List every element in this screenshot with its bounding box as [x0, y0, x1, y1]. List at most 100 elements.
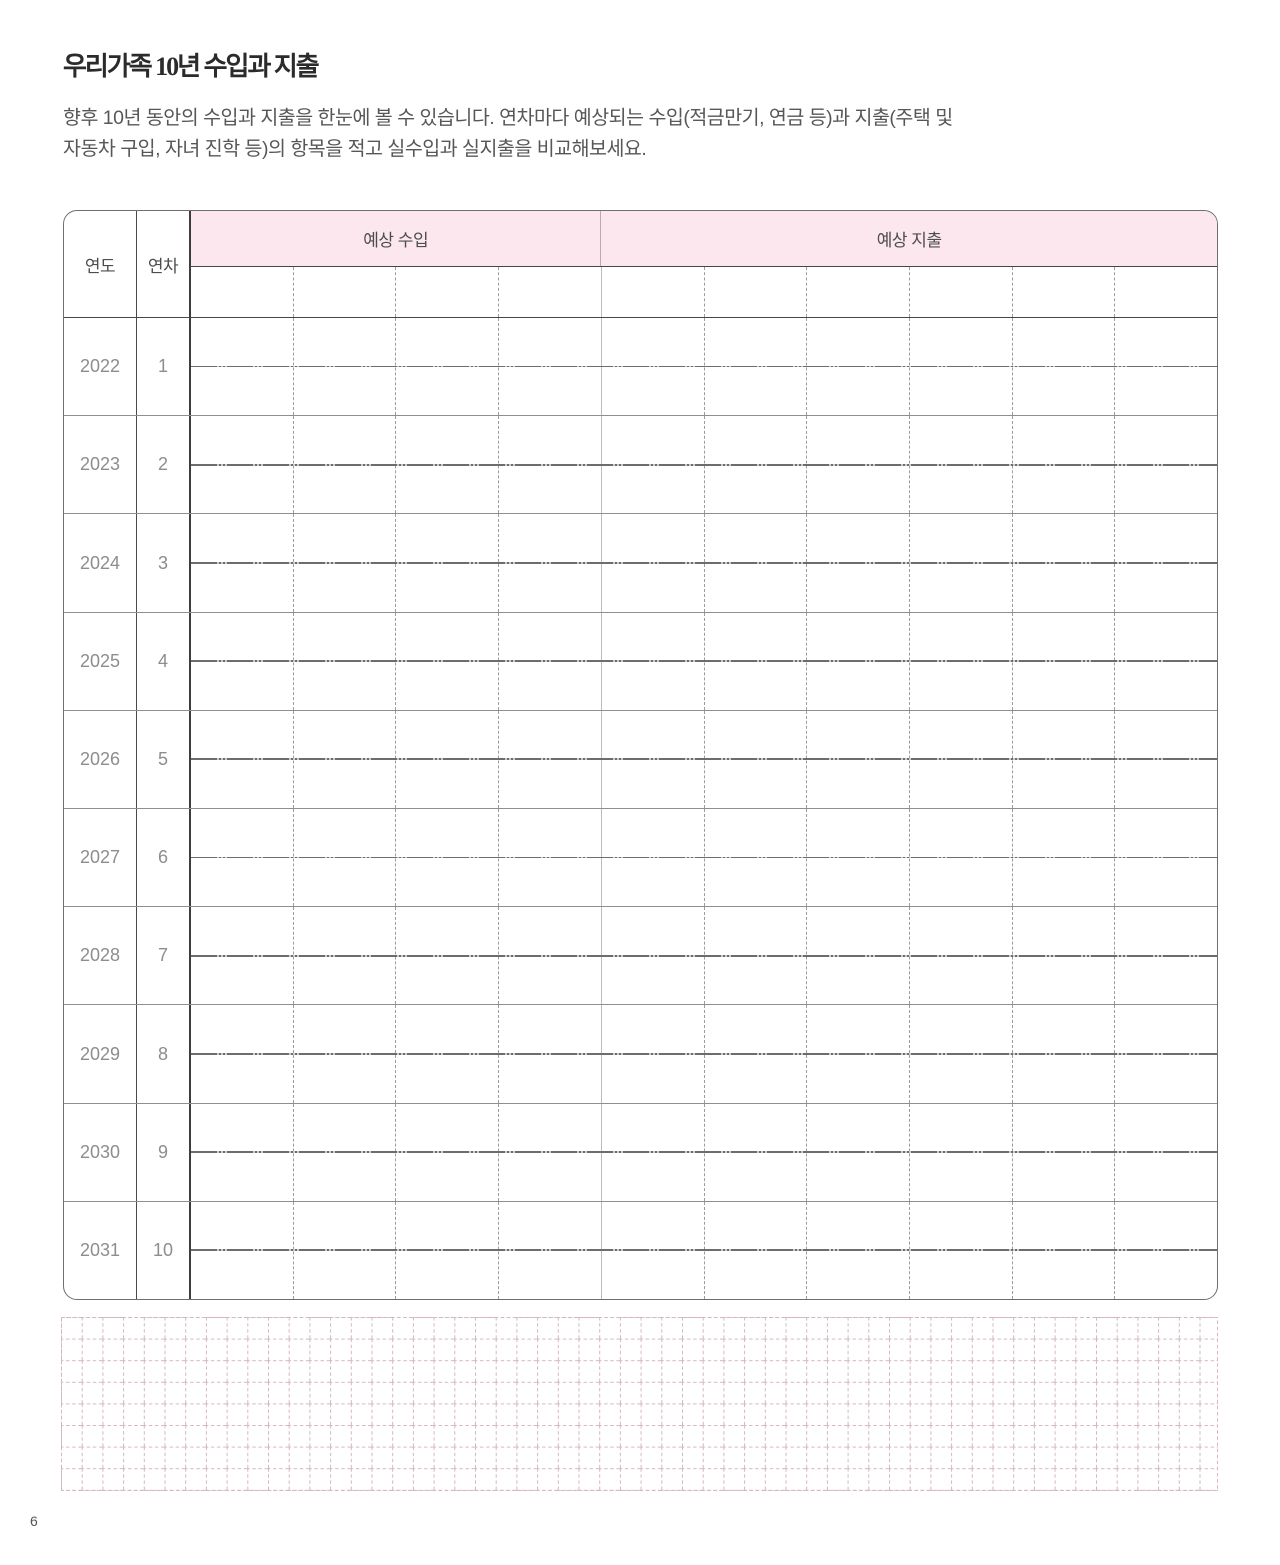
entry-area [191, 416, 1217, 514]
entry-area [191, 318, 1217, 416]
item-label-cell [908, 267, 1012, 317]
index-value: 3 [157, 552, 168, 573]
table-row: 2023 2 [64, 415, 1217, 514]
table-row: 2025 4 [64, 611, 1217, 710]
expense-header-cell: 예상 지출 [876, 231, 942, 250]
entry-area [191, 514, 1217, 612]
writing-line [191, 1151, 1217, 1154]
item-label-cell [191, 267, 293, 317]
index-cell: 6 [137, 809, 191, 907]
entry-area [191, 612, 1217, 710]
item-label-cell [395, 267, 498, 317]
year-cell: 2026 [64, 710, 137, 809]
entry-area [191, 1103, 1217, 1201]
category-header-band: 예상 수입 예상 지출 [191, 211, 1217, 267]
index-cell: 2 [137, 416, 191, 514]
table-body: 2022 1 2023 2 2024 3 2025 4 2026 5 2027 6 2028 7 2029 8… [64, 318, 1217, 1299]
table-row: 2022 1 [64, 318, 1217, 416]
year-cell: 2027 [64, 809, 137, 907]
entry-area [191, 710, 1217, 809]
year-value: 2026 [79, 748, 121, 769]
year-cell: 2029 [64, 1005, 137, 1103]
writing-line [191, 758, 1217, 761]
table-row: 2031 10 [64, 1200, 1217, 1299]
table-header: 연도 연차 예상 수입 예상 지출 [64, 211, 1217, 318]
description-line-1: 향후 10년 동안의 수입과 지출을 한눈에 볼 수 있습니다. 연차마다 예상… [63, 107, 953, 129]
year-value: 2024 [79, 552, 121, 573]
year-cell: 2025 [64, 612, 137, 710]
index-cell: 8 [137, 1005, 191, 1103]
item-label-cell [1011, 267, 1115, 317]
description-line-2: 자동차 구입, 자녀 진학 등)의 항목을 적고 실수입과 실지출을 비교해보세… [63, 138, 647, 160]
index-value: 6 [157, 847, 168, 868]
index-value: 4 [157, 650, 168, 671]
table-row: 2029 8 [64, 1004, 1217, 1103]
year-value: 2030 [79, 1141, 121, 1162]
index-value: 1 [157, 356, 168, 377]
writing-line [191, 660, 1217, 662]
header-right-block: 예상 수입 예상 지출 [191, 211, 1217, 317]
writing-line [191, 954, 1217, 957]
index-value: 8 [157, 1043, 168, 1064]
table-row: 2027 6 [64, 808, 1217, 907]
writing-line [191, 1053, 1217, 1055]
table-row: 2026 5 [64, 709, 1217, 809]
index-value: 9 [157, 1141, 168, 1162]
index-cell: 4 [137, 612, 191, 710]
item-label-cell [498, 267, 601, 317]
item-label-row [191, 267, 1217, 317]
table-row: 2024 3 [64, 513, 1217, 612]
item-label-cell [600, 267, 704, 317]
grid-paper [61, 1317, 1218, 1491]
writing-line [191, 365, 1217, 368]
year-value: 2031 [79, 1239, 121, 1260]
index-column-header: 연차 [137, 211, 191, 317]
writing-line [191, 1249, 1217, 1252]
index-cell: 9 [137, 1103, 191, 1201]
year-cell: 2031 [64, 1201, 137, 1299]
index-value: 5 [157, 748, 168, 769]
index-column-label: 연차 [147, 256, 179, 276]
year-cell: 2023 [64, 416, 137, 514]
year-value: 2027 [79, 847, 121, 868]
year-value: 2025 [79, 650, 121, 671]
writing-line [191, 562, 1217, 564]
year-column-label: 연도 [84, 256, 116, 276]
year-column-header: 연도 [64, 211, 137, 317]
entry-area [191, 907, 1217, 1005]
page-title: 우리가족 10년 수입과 지출 [63, 52, 320, 81]
index-value: 10 [152, 1239, 174, 1260]
year-cell: 2028 [64, 907, 137, 1005]
year-cell: 2024 [64, 514, 137, 612]
page-description: 향후 10년 동안의 수입과 지출을 한눈에 볼 수 있습니다. 연차마다 예상… [63, 103, 953, 165]
entry-area [191, 1201, 1217, 1299]
year-value: 2029 [79, 1043, 121, 1064]
income-expense-table: 연도 연차 예상 수입 예상 지출 2022 1 2023 2 2024 3 2025 4 20… [63, 210, 1218, 1300]
index-cell: 5 [137, 710, 191, 809]
index-cell: 3 [137, 514, 191, 612]
item-label-cell [292, 267, 396, 317]
grid-paper-pattern [61, 1317, 1218, 1491]
index-cell: 10 [137, 1201, 191, 1299]
year-cell: 2030 [64, 1103, 137, 1201]
year-value: 2023 [79, 454, 121, 475]
index-cell: 1 [137, 318, 191, 416]
index-value: 7 [157, 945, 168, 966]
year-cell: 2022 [64, 318, 137, 416]
entry-area [191, 1005, 1217, 1103]
entry-area [191, 809, 1217, 907]
item-label-cell [703, 267, 807, 317]
year-value: 2022 [79, 356, 121, 377]
item-label-cell [1114, 267, 1217, 317]
writing-line [191, 463, 1217, 466]
page-number: 6 [30, 1513, 38, 1529]
table-row: 2028 7 [64, 906, 1217, 1005]
index-value: 2 [157, 454, 168, 475]
writing-line [191, 856, 1217, 859]
item-label-cell [806, 267, 909, 317]
year-value: 2028 [79, 945, 121, 966]
index-cell: 7 [137, 907, 191, 1005]
table-row: 2030 9 [64, 1102, 1217, 1201]
income-header-cell: 예상 수입 [191, 211, 602, 266]
